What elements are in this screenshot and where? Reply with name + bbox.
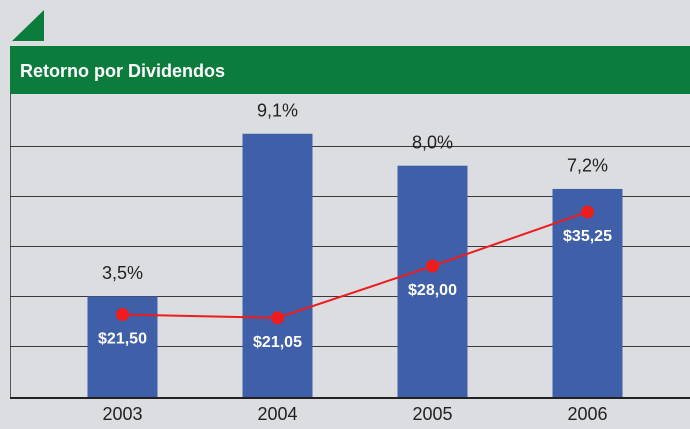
- bar: [552, 188, 623, 398]
- line-point: [116, 307, 129, 321]
- x-tick-label: 2004: [257, 404, 297, 424]
- bar-value-label: 3,5%: [102, 263, 143, 283]
- x-tick-label: 2006: [567, 404, 607, 424]
- header-bar: [10, 46, 690, 94]
- bar: [242, 133, 313, 398]
- line-value-label: $21,50: [98, 331, 147, 348]
- line-value-label: $35,25: [563, 228, 612, 245]
- x-tick-label: 2003: [102, 404, 142, 424]
- chart-title: Retorno por Dividendos: [20, 61, 225, 81]
- line-point: [426, 259, 439, 273]
- x-tick-label: 2005: [412, 404, 452, 424]
- line-point: [271, 311, 284, 325]
- bar-value-label: 9,1%: [257, 101, 298, 121]
- line-value-label: $28,00: [408, 282, 457, 299]
- corner-icon: [12, 10, 44, 41]
- line: [122, 211, 588, 319]
- line-value-label: $21,05: [253, 334, 302, 351]
- line-point: [581, 205, 594, 219]
- bar: [397, 165, 468, 398]
- bar-value-label: 8,0%: [412, 132, 453, 152]
- bar-value-label: 7,2%: [567, 156, 608, 176]
